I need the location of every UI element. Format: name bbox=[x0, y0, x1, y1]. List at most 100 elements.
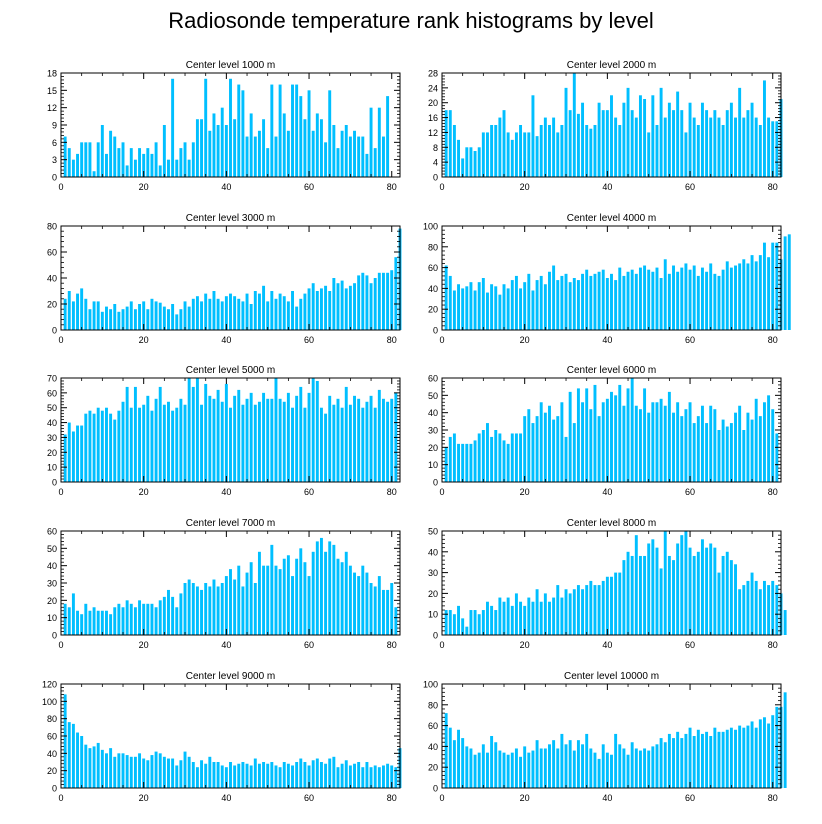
histogram-bar bbox=[96, 742, 100, 788]
histogram-bar bbox=[154, 142, 158, 177]
histogram-bar bbox=[750, 721, 754, 788]
histogram-bar bbox=[257, 763, 261, 788]
histogram-bar bbox=[771, 121, 775, 177]
histogram-bar bbox=[71, 593, 75, 635]
histogram-bar bbox=[775, 121, 779, 177]
x-tick-label: 80 bbox=[387, 335, 397, 345]
histogram-bar bbox=[519, 756, 523, 788]
histogram-bar bbox=[601, 110, 605, 177]
histogram-bar bbox=[233, 119, 237, 177]
histogram-bar bbox=[286, 555, 290, 635]
histogram-bar bbox=[643, 388, 647, 482]
x-tick-label: 80 bbox=[768, 335, 778, 345]
histogram-bar bbox=[133, 309, 137, 330]
histogram-bar bbox=[717, 117, 721, 177]
x-tick-label: 20 bbox=[520, 640, 530, 650]
y-tick-label: 8 bbox=[433, 143, 438, 153]
y-tick-label: 80 bbox=[428, 700, 438, 710]
histogram-bar bbox=[680, 535, 684, 635]
histogram-bar bbox=[634, 748, 638, 788]
histogram-bar bbox=[382, 589, 385, 635]
x-tick-label: 80 bbox=[387, 487, 397, 497]
histogram-bar bbox=[332, 756, 336, 788]
histogram-bar bbox=[295, 762, 299, 788]
histogram-bar bbox=[328, 541, 332, 635]
x-tick-label: 80 bbox=[387, 793, 397, 803]
histogram-bar bbox=[200, 760, 204, 788]
x-tick-label: 40 bbox=[221, 640, 231, 650]
histogram-bar bbox=[717, 731, 721, 788]
histogram-bar bbox=[465, 286, 469, 330]
histogram-bar bbox=[109, 309, 113, 330]
histogram-bar bbox=[490, 125, 494, 177]
histogram-bar bbox=[129, 603, 133, 635]
histogram-bar bbox=[282, 762, 286, 788]
panel-frame bbox=[441, 72, 782, 178]
x-tick-label: 60 bbox=[304, 793, 314, 803]
y-tick-label: 15 bbox=[47, 86, 57, 96]
y-tick-label: 10 bbox=[428, 610, 438, 620]
histogram-bar bbox=[771, 242, 775, 330]
histogram-bar bbox=[307, 288, 311, 330]
histogram-bar bbox=[725, 551, 729, 635]
histogram-bar bbox=[195, 378, 199, 482]
histogram-bar bbox=[154, 301, 158, 330]
histogram-bar bbox=[63, 298, 67, 330]
histogram-bar bbox=[655, 402, 659, 482]
x-tick-label: 0 bbox=[439, 182, 444, 192]
histogram-bar bbox=[514, 132, 518, 177]
histogram-bar bbox=[688, 102, 692, 177]
histogram-bar bbox=[229, 762, 232, 788]
histogram-bar bbox=[552, 740, 556, 788]
histogram-bar bbox=[630, 110, 634, 177]
histogram-bar bbox=[266, 398, 270, 482]
histogram-bar bbox=[638, 267, 642, 330]
histogram-bar bbox=[146, 395, 150, 482]
histogram-bar bbox=[241, 301, 245, 330]
histogram-bar bbox=[92, 413, 96, 482]
histogram-bar bbox=[204, 583, 208, 635]
y-tick-label: 0 bbox=[433, 784, 438, 794]
histogram-bar bbox=[266, 763, 270, 788]
y-tick-label: 60 bbox=[47, 388, 57, 398]
histogram-bar bbox=[634, 273, 638, 330]
histogram-bar bbox=[448, 436, 452, 482]
histogram-bar bbox=[465, 443, 469, 482]
y-tick-label: 0 bbox=[433, 173, 438, 183]
histogram-bar bbox=[129, 407, 133, 482]
histogram-bar bbox=[253, 136, 257, 177]
histogram-bar bbox=[548, 125, 551, 177]
histogram-bar bbox=[469, 282, 473, 330]
histogram-bar bbox=[274, 378, 278, 482]
histogram-bar bbox=[278, 293, 282, 330]
histogram-bar bbox=[461, 443, 465, 482]
histogram-bar bbox=[369, 107, 373, 177]
histogram-bar bbox=[758, 589, 762, 635]
histogram-bar bbox=[622, 748, 626, 788]
histogram-bar bbox=[519, 125, 523, 177]
panel-title: Center level 8000 m bbox=[567, 518, 657, 529]
histogram-bar bbox=[216, 762, 220, 788]
histogram-bar bbox=[138, 600, 142, 635]
histogram-bar bbox=[171, 410, 175, 482]
x-tick-label: 0 bbox=[58, 640, 63, 650]
histogram-bar bbox=[510, 752, 514, 788]
histogram-bar bbox=[274, 136, 278, 177]
histogram-bar bbox=[299, 386, 303, 482]
histogram-bar bbox=[610, 273, 613, 330]
histogram-bar bbox=[618, 267, 622, 330]
histogram-bar bbox=[519, 601, 523, 635]
y-tick-label: 40 bbox=[47, 418, 57, 428]
histogram-bar bbox=[142, 301, 146, 330]
histogram-bar bbox=[319, 288, 323, 330]
histogram-bar bbox=[245, 293, 249, 330]
histogram-bar bbox=[692, 423, 696, 482]
histogram-bar bbox=[721, 419, 725, 482]
histogram-bar bbox=[67, 422, 71, 482]
y-tick-label: 20 bbox=[47, 300, 57, 310]
histogram-bar bbox=[113, 136, 117, 177]
histogram-bar bbox=[469, 443, 473, 482]
histogram-bar bbox=[133, 756, 137, 788]
histogram-bar bbox=[721, 125, 725, 177]
histogram-bar bbox=[328, 90, 332, 177]
